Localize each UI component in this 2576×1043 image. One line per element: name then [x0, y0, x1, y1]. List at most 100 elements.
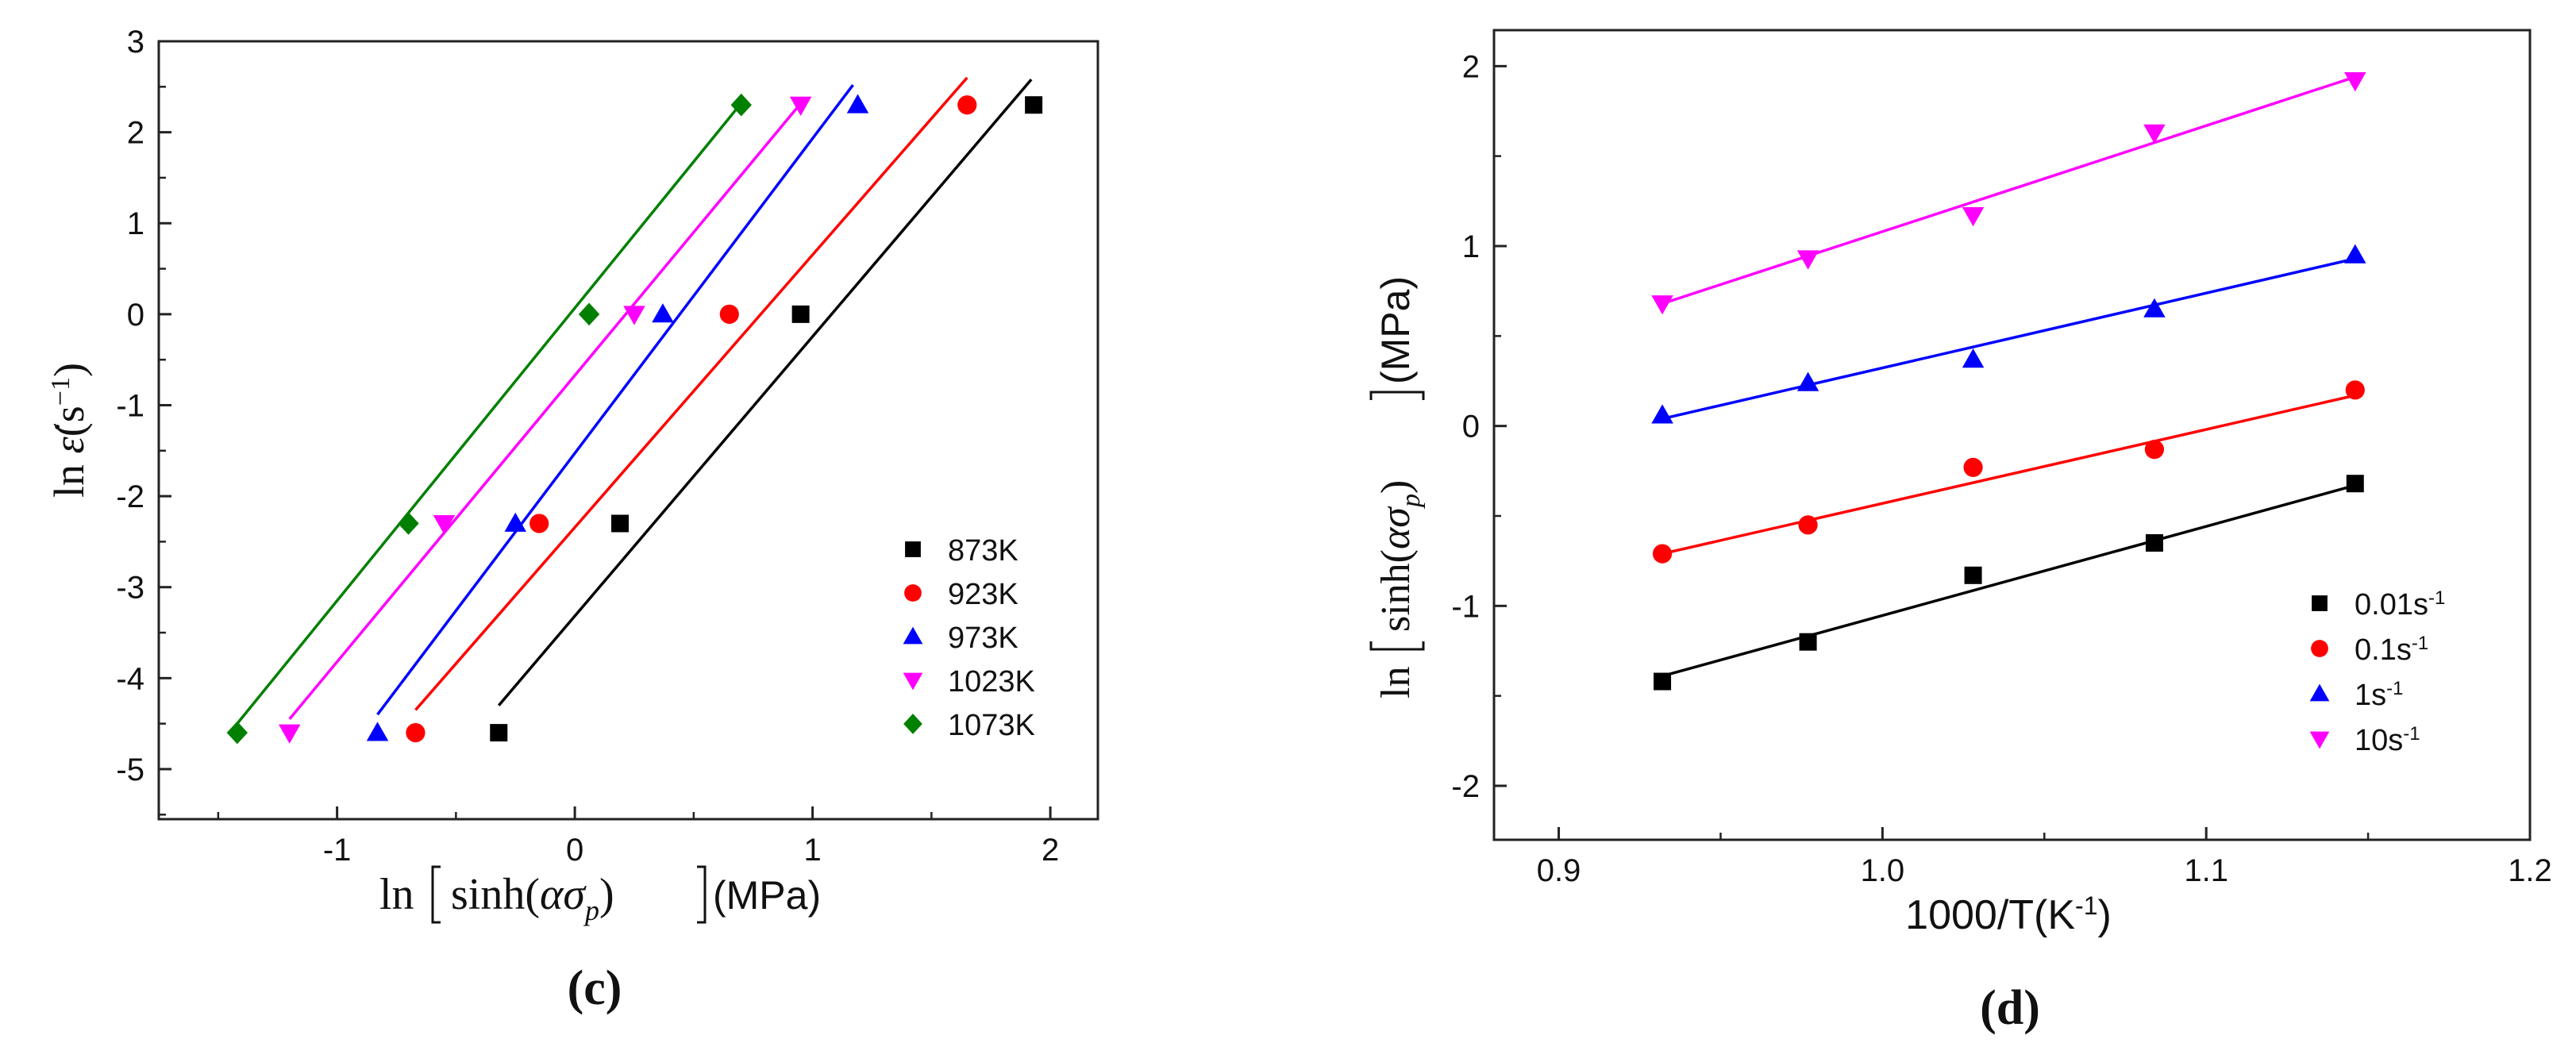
data-point	[846, 94, 869, 114]
data-point	[652, 303, 674, 323]
svg-text:ln: ln	[379, 870, 414, 919]
x-tick-label: 0.9	[1537, 853, 1581, 888]
fit-line	[236, 102, 743, 725]
legend-label: 973K	[948, 622, 1018, 655]
fit-line	[1662, 257, 2356, 421]
data-point	[719, 304, 739, 324]
data-point	[1652, 544, 1673, 564]
svg-text:(MPa): (MPa)	[713, 873, 821, 918]
data-point	[2143, 124, 2166, 144]
legend-marker	[2309, 731, 2330, 749]
tick-group-d: 0.9 1.0 1.1 1.2 2 1 0 -1 -2	[1451, 49, 2551, 888]
y-tick-label: 1	[127, 206, 144, 241]
legend-label: 923K	[948, 578, 1018, 611]
panel-caption-d: (d)	[1980, 981, 2040, 1035]
data-point	[2144, 440, 2165, 460]
y-tick-label: -4	[116, 661, 144, 696]
y-tick-label: -3	[116, 571, 144, 606]
legend-marker	[2311, 640, 2328, 657]
data-point	[1799, 633, 1817, 651]
svg-text:sinh(ασp): sinh(ασp)	[451, 870, 614, 926]
fit-line	[1662, 75, 2356, 306]
x-tick-label: 2	[1042, 833, 1059, 868]
y-tick-label: 0	[127, 298, 144, 333]
y-axis-label-d: ln sinh(ασp) (MPa)	[1369, 276, 1426, 699]
data-point	[2145, 534, 2163, 552]
svg-text:ln: ln	[1373, 667, 1419, 699]
data-point	[278, 724, 301, 744]
y-tick-label: -2	[1451, 769, 1480, 804]
legend-d: 0.01s-1 0.1s-1 1s-1 10s-1	[2309, 587, 2445, 758]
data-point	[1962, 348, 1985, 368]
svg-text:ln ε̇(s−1): ln ε̇(s−1)	[45, 363, 93, 498]
y-tick-label: 2	[1462, 49, 1480, 84]
y-axis-label-c: ln ε̇(s−1)	[45, 363, 93, 498]
data-point	[504, 512, 526, 532]
legend-label: 0.01s-1	[2355, 587, 2445, 622]
y-tick-label: -5	[116, 752, 144, 787]
x-tick-label: 1	[803, 833, 821, 868]
fit-line	[1662, 483, 2356, 678]
legend-label: 873K	[948, 534, 1018, 568]
legend-label: 0.1s-1	[2355, 633, 2428, 668]
plot-frame-c	[157, 40, 1099, 821]
legend-label: 1023K	[948, 665, 1035, 699]
x-tick-label: -1	[323, 833, 352, 868]
data-point	[578, 302, 600, 326]
legend-marker	[905, 541, 921, 557]
fit-line	[288, 96, 807, 721]
data-point	[1962, 207, 1985, 227]
chart-panel-c: -1 0 1 2 3 2 1 0 -1 -2 -3 -4 -5 873K 923K 973K 1023K 107…	[45, 25, 1099, 1015]
fit-line-group-d	[1662, 75, 2356, 678]
data-point	[1964, 566, 1982, 584]
legend-marker	[903, 672, 923, 691]
legend-marker	[903, 626, 923, 645]
legend-marker	[903, 714, 922, 734]
data-point	[623, 306, 645, 325]
data-point	[398, 512, 419, 535]
data-point	[2344, 72, 2366, 92]
data-point	[529, 514, 549, 533]
x-axis-label-c: ln sinh(ασp) (MPa)	[379, 865, 821, 926]
fit-line-group-c	[236, 76, 1033, 725]
x-tick-label: 1.2	[2508, 853, 2552, 888]
data-point	[730, 93, 752, 117]
data-point	[2344, 244, 2366, 264]
x-axis-label-d: 1000/T(K-1)	[1905, 891, 2112, 938]
y-tick-label: -1	[116, 388, 144, 423]
data-point	[789, 96, 812, 116]
data-point	[490, 724, 508, 742]
legend-c: 873K 923K 973K 1023K 1073K	[903, 534, 1035, 742]
svg-text:(MPa): (MPa)	[1373, 276, 1418, 384]
y-tick-label: -2	[116, 479, 144, 514]
x-tick-label: 1.1	[2184, 853, 2228, 888]
data-point	[226, 721, 248, 745]
x-tick-label: 0	[566, 833, 583, 868]
legend-marker	[904, 584, 922, 602]
data-point	[433, 515, 456, 535]
data-point	[1963, 457, 1983, 477]
panel-caption-c: (c)	[568, 961, 622, 1015]
tick-group-c: -1 0 1 2 3 2 1 0 -1 -2 -3 -4 -5	[116, 25, 1059, 868]
legend-label: 1073K	[948, 709, 1035, 742]
legend-label: 1s-1	[2355, 678, 2403, 713]
data-point	[366, 722, 389, 741]
y-tick-label: 3	[127, 25, 144, 60]
data-point	[1798, 515, 1818, 535]
data-point	[1796, 250, 1819, 270]
svg-text:sinh(ασp): sinh(ασp)	[1373, 480, 1426, 632]
plot-frame-d	[1492, 29, 2532, 841]
data-point	[611, 514, 630, 533]
data-point	[1651, 404, 1673, 424]
data-point	[1796, 371, 1819, 391]
data-point	[2143, 298, 2166, 318]
fit-line	[376, 83, 854, 716]
legend-marker	[2312, 595, 2328, 611]
legend-marker	[2309, 683, 2330, 702]
legend-label: 10s-1	[2355, 723, 2420, 758]
data-point	[1651, 295, 1673, 315]
data-point	[2345, 380, 2365, 400]
data-point	[1654, 672, 1672, 691]
fit-line	[1662, 394, 2356, 556]
data-point	[791, 305, 810, 323]
